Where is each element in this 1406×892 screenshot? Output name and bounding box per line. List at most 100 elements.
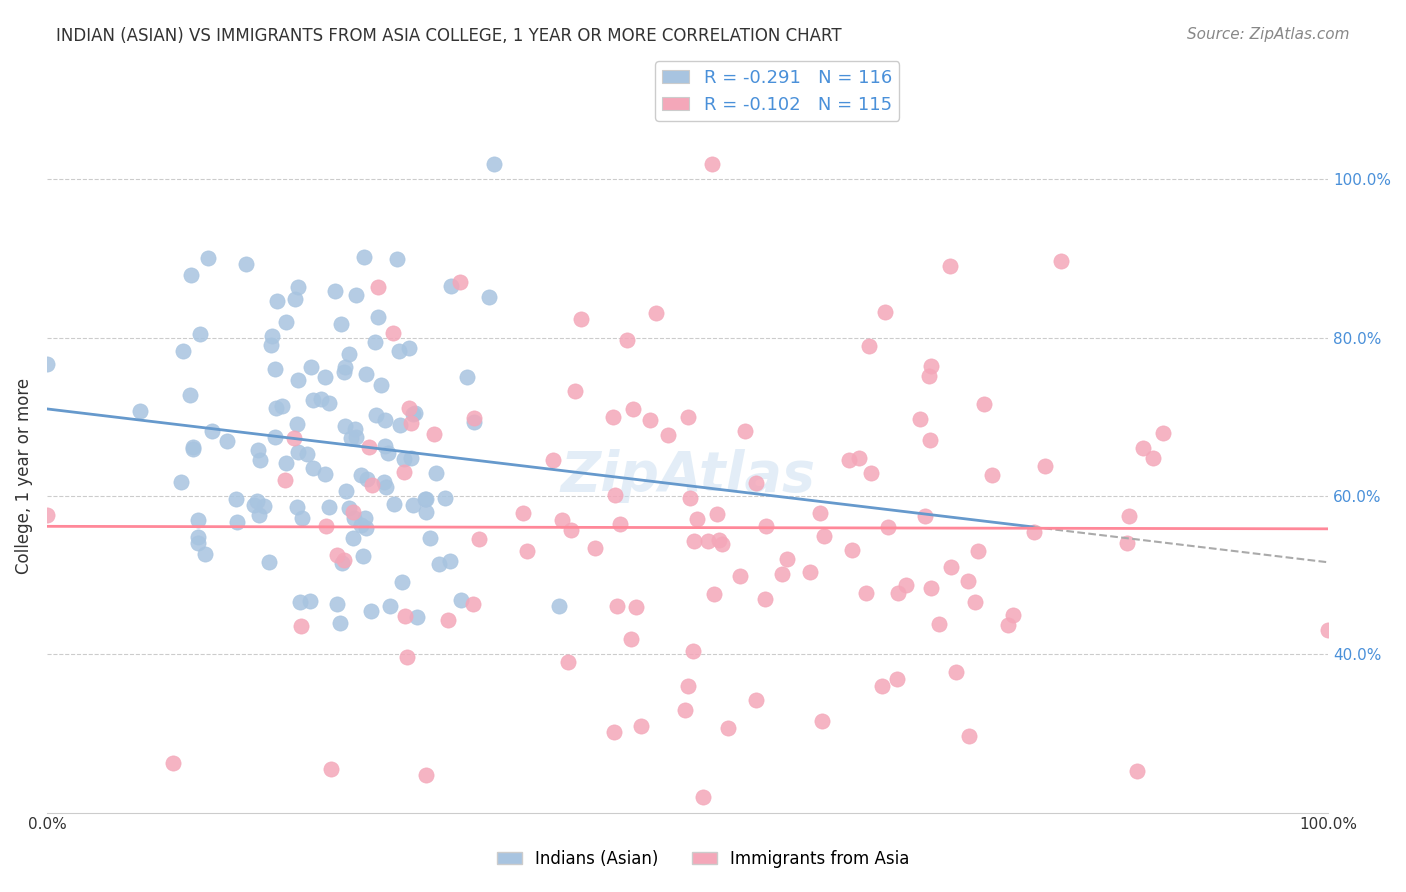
Point <box>391 575 413 590</box>
Point <box>370 378 392 392</box>
Point <box>356 471 378 485</box>
Point <box>375 480 398 494</box>
Point <box>314 467 336 481</box>
Point <box>197 252 219 266</box>
Point <box>875 305 897 319</box>
Point <box>264 430 287 444</box>
Point <box>423 426 446 441</box>
Point <box>287 417 309 431</box>
Point <box>284 292 307 306</box>
Point <box>181 440 204 454</box>
Point <box>366 409 388 423</box>
Point <box>235 257 257 271</box>
Point <box>583 541 606 555</box>
Point <box>679 491 702 506</box>
Point <box>181 442 204 456</box>
Point <box>329 615 352 630</box>
Point <box>620 632 643 647</box>
Point <box>270 399 292 413</box>
Point <box>433 491 456 506</box>
Point <box>707 533 730 548</box>
Point <box>603 725 626 739</box>
Point <box>415 492 437 507</box>
Point <box>602 409 624 424</box>
Point <box>274 473 297 487</box>
Point <box>342 505 364 519</box>
Point <box>710 536 733 550</box>
Point <box>394 608 416 623</box>
Point <box>957 729 980 743</box>
Point <box>917 369 939 384</box>
Point <box>449 275 471 289</box>
Point <box>389 418 412 433</box>
Point <box>283 431 305 445</box>
Point <box>288 595 311 609</box>
Point <box>323 284 346 298</box>
Point <box>339 347 361 361</box>
Point <box>392 451 415 466</box>
Point <box>333 365 356 379</box>
Point <box>299 359 322 374</box>
Point <box>342 531 364 545</box>
Point <box>1118 508 1140 523</box>
Point <box>468 533 491 547</box>
Point <box>297 447 319 461</box>
Point <box>855 586 877 600</box>
Point <box>264 401 287 416</box>
Point <box>425 466 447 480</box>
Point <box>285 500 308 514</box>
Point <box>401 416 423 430</box>
Point <box>686 512 709 526</box>
Point <box>404 406 426 420</box>
Point <box>398 401 420 416</box>
Point <box>437 613 460 627</box>
Point <box>1142 451 1164 466</box>
Point <box>813 529 835 543</box>
Text: ZipAtlas: ZipAtlas <box>560 450 815 503</box>
Point <box>956 574 979 588</box>
Point <box>887 585 910 599</box>
Point <box>401 407 423 421</box>
Point <box>776 552 799 566</box>
Point <box>374 413 396 427</box>
Point <box>367 310 389 325</box>
Point <box>841 542 863 557</box>
Point <box>319 762 342 776</box>
Point <box>179 388 201 402</box>
Point <box>318 396 340 410</box>
Point <box>350 517 373 532</box>
Point <box>343 511 366 525</box>
Point <box>966 544 988 558</box>
Point <box>188 326 211 341</box>
Point <box>367 279 389 293</box>
Point <box>364 335 387 350</box>
Point <box>717 721 740 735</box>
Point <box>657 428 679 442</box>
Point <box>361 477 384 491</box>
Point <box>461 597 484 611</box>
Point <box>1024 524 1046 539</box>
Point <box>1132 441 1154 455</box>
Point <box>217 434 239 449</box>
Point <box>928 616 950 631</box>
Point <box>683 534 706 549</box>
Point <box>754 592 776 607</box>
Point <box>315 519 337 533</box>
Point <box>406 609 429 624</box>
Point <box>838 453 860 467</box>
Point <box>1317 623 1340 637</box>
Point <box>860 466 883 480</box>
Point <box>427 557 450 571</box>
Point <box>463 415 485 429</box>
Point <box>609 516 631 531</box>
Point <box>260 329 283 343</box>
Point <box>340 431 363 445</box>
Point <box>35 357 58 371</box>
Point <box>728 569 751 583</box>
Point <box>945 665 967 679</box>
Point <box>939 259 962 273</box>
Point <box>770 566 793 581</box>
Point <box>194 547 217 561</box>
Point <box>557 655 579 669</box>
Point <box>337 500 360 515</box>
